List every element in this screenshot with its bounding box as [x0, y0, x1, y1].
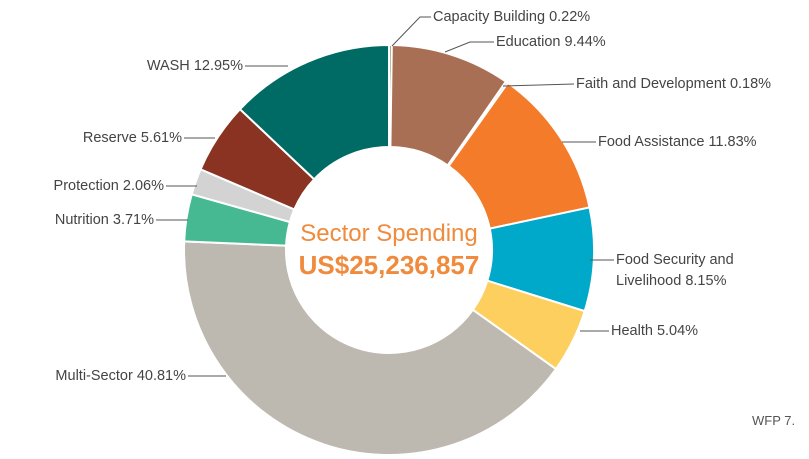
slice	[183, 240, 558, 456]
category-name: Capacity Building	[433, 9, 546, 25]
category-name: Reserve	[82, 130, 137, 146]
note: WFP 7.	[752, 413, 796, 428]
category-name: Food Security and Livelihood	[616, 252, 734, 289]
slice-label: Food Assistance 11.83%	[598, 132, 757, 153]
slice-label: Capacity Building 0.22%	[433, 7, 590, 28]
center-total: US$25,236,857	[298, 250, 480, 280]
leader-line	[502, 83, 575, 87]
slice	[238, 43, 390, 181]
value-label: 3.71%	[112, 212, 154, 228]
value-label: 5.61%	[140, 130, 182, 146]
value-label: 9.44%	[564, 34, 606, 50]
value-label: 11.83%	[708, 134, 757, 150]
value-label: 40.81%	[136, 368, 186, 384]
slice-label: Food Security and Livelihood 8.15%	[616, 250, 766, 292]
slice-label: Education 9.44%	[496, 32, 606, 53]
slice-label: WASH 12.95%	[147, 56, 243, 77]
leader-line	[444, 41, 494, 53]
category-name: Faith and Development	[576, 76, 726, 92]
slice-label: Protection 2.06%	[54, 176, 164, 197]
value-label: 0.18%	[729, 76, 772, 92]
value-label: 5.04%	[656, 323, 699, 339]
slice-label: Nutrition 3.71%	[55, 210, 154, 231]
slice-label: Faith and Development 0.18%	[576, 74, 771, 95]
category-name: WASH	[146, 58, 190, 74]
category-name: Food Assistance	[598, 134, 705, 150]
value-label: 0.22%	[549, 9, 591, 25]
value-label: 2.06%	[122, 178, 164, 194]
value-label: 8.15%	[685, 273, 727, 289]
leader-line	[391, 16, 431, 47]
category-name: Health	[611, 323, 653, 339]
center-label: Sector Spending	[300, 220, 478, 247]
slice-label: Multi-Sector 40.81%	[55, 366, 186, 387]
category-name: Protection	[53, 178, 119, 194]
slice-label: Health 5.04%	[611, 321, 698, 342]
category-name: Multi-Sector	[55, 368, 133, 384]
category-name: Nutrition	[54, 212, 109, 228]
value-label: 12.95%	[193, 58, 243, 74]
category-name: Education	[496, 34, 561, 50]
slice-label: Reserve 5.61%	[83, 128, 182, 149]
